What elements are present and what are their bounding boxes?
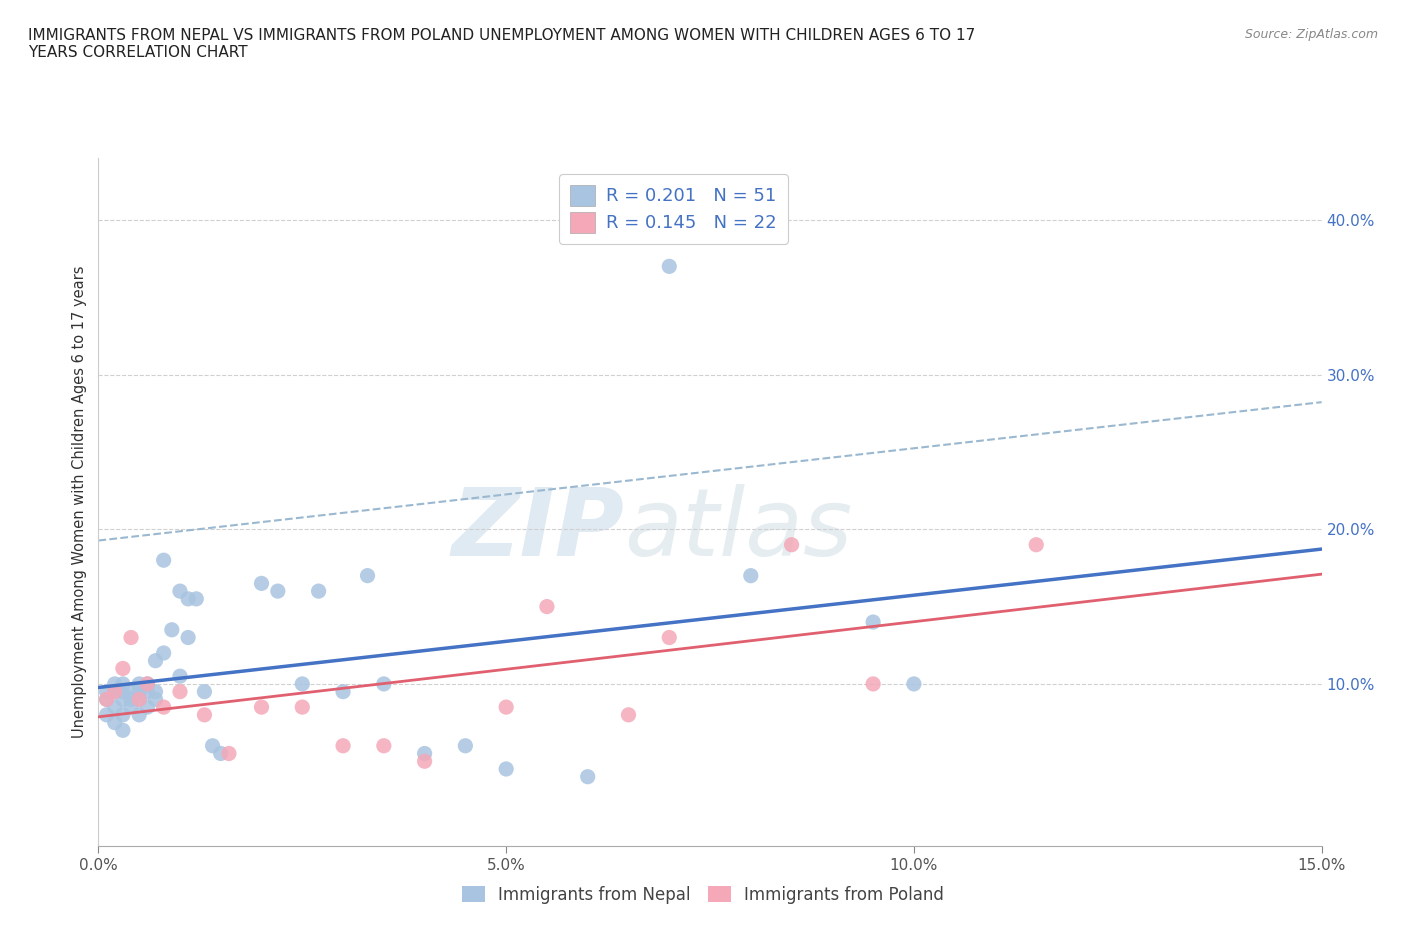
Point [160,622,183,637]
Point [903,676,925,691]
Point [128,676,150,691]
Point [332,684,354,699]
Point [152,699,174,714]
Point [96,708,118,723]
Text: IMMIGRANTS FROM NEPAL VS IMMIGRANTS FROM POLAND UNEMPLOYMENT AMONG WOMEN WITH CH: IMMIGRANTS FROM NEPAL VS IMMIGRANTS FROM… [28,28,976,60]
Point [169,669,191,684]
Point [128,692,150,707]
Point [96,692,118,707]
Legend: R = 0.201   N = 51, R = 0.145   N = 22: R = 0.201 N = 51, R = 0.145 N = 22 [560,174,787,244]
Point [120,631,142,645]
Point [104,684,127,699]
Point [169,684,191,699]
Point [193,684,215,699]
Point [373,738,395,753]
Point [201,738,224,753]
Point [536,599,558,614]
Point [145,692,167,707]
Point [291,676,314,691]
Point [862,676,884,691]
Point [658,631,681,645]
Point [128,684,150,699]
Point [1025,538,1047,552]
Point [128,692,150,707]
Legend: Immigrants from Nepal, Immigrants from Poland: Immigrants from Nepal, Immigrants from P… [454,878,952,912]
Point [111,708,134,723]
Point [104,699,127,714]
Point [454,738,477,753]
Point [576,769,599,784]
Point [136,684,159,699]
Point [120,684,142,699]
Point [152,645,174,660]
Point [104,676,127,691]
Point [862,615,884,630]
Point [193,708,215,723]
Point [413,746,436,761]
Point [111,723,134,737]
Point [111,661,134,676]
Point [209,746,232,761]
Point [267,584,290,599]
Point [740,568,762,583]
Point [177,591,200,606]
Point [128,708,150,723]
Point [111,676,134,691]
Point [332,738,354,753]
Point [120,692,142,707]
Point [169,584,191,599]
Point [136,699,159,714]
Point [145,653,167,668]
Point [136,676,159,691]
Text: ZIP: ZIP [451,484,624,576]
Point [186,591,208,606]
Y-axis label: Unemployment Among Women with Children Ages 6 to 17 years: Unemployment Among Women with Children A… [72,266,87,738]
Point [250,699,273,714]
Point [111,684,134,699]
Point [136,676,159,691]
Point [145,684,167,699]
Point [96,684,118,699]
Point [250,576,273,591]
Point [120,699,142,714]
Point [308,584,330,599]
Point [104,715,127,730]
Point [413,754,436,769]
Point [495,762,517,777]
Point [356,568,378,583]
Point [104,684,127,699]
Point [111,692,134,707]
Point [658,259,681,273]
Point [152,552,174,567]
Point [495,699,517,714]
Point [96,692,118,707]
Point [177,631,200,645]
Point [617,708,640,723]
Point [780,538,803,552]
Point [373,676,395,691]
Text: Source: ZipAtlas.com: Source: ZipAtlas.com [1244,28,1378,41]
Point [218,746,240,761]
Text: atlas: atlas [624,485,852,576]
Point [291,699,314,714]
